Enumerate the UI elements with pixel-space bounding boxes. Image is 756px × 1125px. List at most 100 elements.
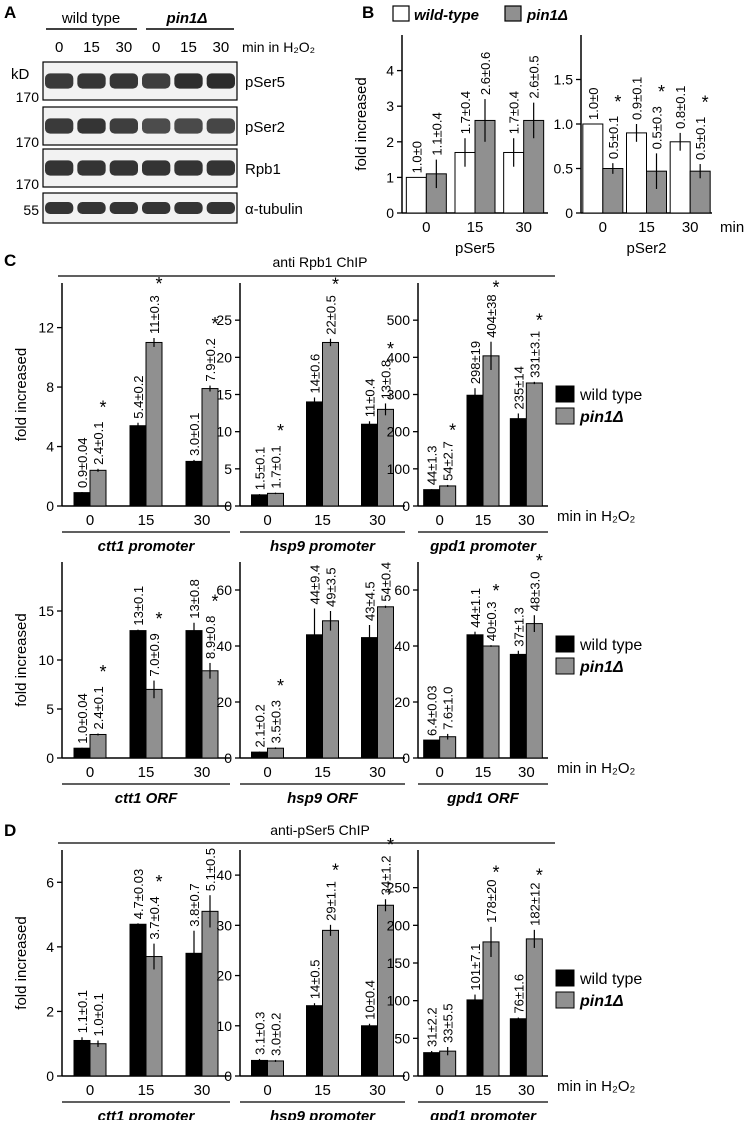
significance-star: * [449,421,456,441]
y-tick-label: 10 [216,1018,232,1034]
legend-label: wild-type [414,7,479,24]
x-tick-label: 15 [138,1082,155,1099]
legend-label: pin1Δ [579,993,624,1010]
significance-star: * [99,662,106,682]
bar [509,1018,527,1077]
bar [322,341,339,507]
x-tick-label: 0 [86,512,94,529]
data-label: 235±14 [511,366,526,409]
blot-kd-label: kD [11,66,30,83]
blot-band [142,202,171,214]
significance-star: * [492,863,499,883]
blot-band [142,73,171,89]
legend-label: wild type [579,971,642,988]
y-tick-label: 15 [38,603,54,619]
bar [267,1060,284,1077]
legend-label: wild type [579,387,642,404]
data-label: 13±0.8 [187,579,202,619]
data-label: 44±1.1 [468,588,483,628]
y-tick-label: 0.5 [554,161,574,177]
blot-lane-label: 0 [55,39,63,56]
legend-label: pin1Δ [579,659,624,676]
blot-lane-label: 0 [152,39,160,56]
bar [525,623,543,759]
x-tick-label: 15 [138,512,155,529]
blot-protein-label: α-tubulin [245,201,303,218]
x-tick-label: 15 [475,764,492,781]
panel-label: C [4,251,16,270]
x-tick-label: 0 [263,1082,271,1099]
y-tick-label: 0 [224,1068,232,1084]
y-tick-label: 0 [565,205,573,221]
data-label: 3.0±0.2 [269,1013,284,1056]
data-label: 182±12 [527,883,542,926]
y-tick-label: 20 [216,349,232,365]
x-axis-label: ctt1 ORF [115,790,178,807]
bar [361,1025,378,1077]
blot-band [109,73,138,89]
blot-band [45,160,74,176]
y-tick-label: 30 [216,917,232,933]
data-label: 11±0.3 [147,295,162,334]
y-tick-label: 6 [46,874,54,890]
data-label: 48±3.0 [527,572,542,612]
bar [129,630,147,759]
x-tick-label: 0 [422,219,430,236]
y-tick-label: 1.5 [554,72,574,88]
bar [377,606,394,759]
y-tick-label: 4 [386,63,394,79]
data-label: 298±19 [468,341,483,384]
legend-swatch [555,385,575,403]
y-axis-label: fold increased [13,613,30,706]
y-tick-label: 10 [38,652,54,668]
data-label: 1.7±0.4 [507,91,522,134]
data-label: 8.9±0.8 [203,616,218,659]
data-label: 0.5±0.1 [606,116,621,159]
significance-star: * [99,397,106,417]
x-tick-label: 30 [369,1082,386,1099]
legend-swatch [555,657,575,675]
bar [251,751,268,759]
bar [251,1059,268,1077]
data-label: 5.4±0.2 [131,375,146,418]
y-tick-label: 1 [386,169,394,185]
x-axis-label: hsp9 promoter [270,538,376,555]
x-tick-label: 0 [263,764,271,781]
blot-membrane [42,106,238,146]
legend-label: pin1Δ [579,409,624,426]
data-label: 0.8±0.1 [673,86,688,129]
bar [482,645,500,759]
x-tick-label: 30 [194,764,211,781]
bar [201,670,219,759]
significance-star: * [277,421,284,441]
y-axis-label: fold increased [13,916,30,1009]
blot-band [77,73,106,89]
x-unit-label: min in H₂O₂ [557,760,636,777]
y-tick-label: 3 [386,98,394,114]
bar [525,938,543,1077]
data-label: 11±0.4 [363,379,378,418]
x-tick-label: 30 [518,512,535,529]
bar [509,653,527,759]
x-tick-label: 0 [435,764,443,781]
x-unit-label: min [720,219,744,236]
significance-star: * [536,866,543,886]
data-label: 6.4±0.03 [425,685,440,736]
x-tick-label: 30 [518,1082,535,1099]
blot-group-label: wild type [61,10,120,27]
bar [185,630,203,759]
data-label: 2.6±0.6 [478,52,493,95]
blot-group-label: pin1Δ [166,10,208,27]
blot-band [206,118,235,134]
blot-band [174,73,203,89]
x-axis-label: gpd1 promoter [429,1108,537,1120]
data-label: 0.9±0.04 [75,438,90,489]
x-tick-label: 0 [86,1082,94,1099]
blot-band [142,160,171,176]
data-label: 4.7±0.03 [131,869,146,920]
panel-label: B [362,3,374,22]
x-axis-label: pSer2 [626,240,666,257]
data-label: 3.5±0.3 [269,700,284,743]
blot-marker-label: 170 [16,176,40,192]
